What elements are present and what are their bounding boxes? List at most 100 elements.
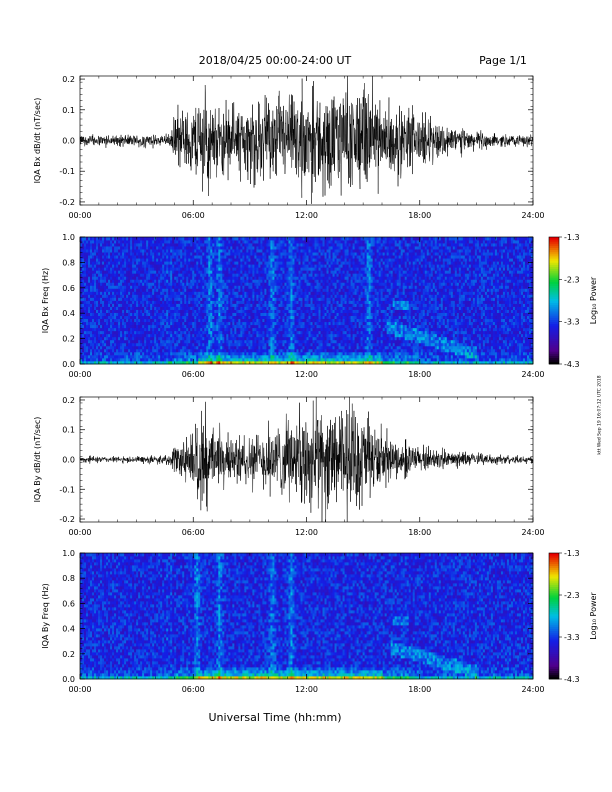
spectrogram-cell — [122, 285, 125, 289]
spectrogram-cell — [290, 321, 293, 326]
spectrogram-cell — [148, 252, 151, 256]
spectrogram-cell — [228, 288, 231, 292]
spectrogram-cell — [148, 300, 151, 304]
spectrogram-cell — [148, 273, 151, 277]
spectrogram-cell — [116, 291, 119, 295]
spectrogram-cell — [90, 357, 93, 362]
spectrogram-cell — [122, 336, 125, 341]
spectrogram-cell — [236, 243, 239, 247]
spectrogram-cell — [100, 261, 103, 265]
spectrogram-cell — [266, 282, 269, 286]
spectrogram-cell — [116, 342, 119, 347]
spectrogram-cell — [80, 327, 83, 332]
spectrogram-cell — [240, 267, 243, 271]
spectrogram-cell — [84, 339, 87, 344]
spectrogram-cell — [130, 240, 133, 244]
spectrogram-cell — [282, 345, 285, 350]
spectrogram-cell — [248, 351, 251, 356]
spectrogram-cell — [176, 252, 179, 256]
spectrogram-cell — [92, 324, 95, 329]
spectrogram-cell — [248, 237, 251, 241]
spectrogram-cell — [224, 276, 227, 280]
spectrogram-cell — [214, 291, 217, 295]
spectrogram-cell — [292, 330, 295, 335]
spectrogram-cell — [276, 249, 279, 253]
spectrogram-cell — [222, 345, 225, 350]
spectrogram-cell — [92, 264, 95, 268]
spectrogram-cell — [190, 258, 193, 262]
spectrogram-cell — [278, 240, 281, 244]
spectrogram-cell — [250, 312, 253, 317]
spectrogram-cell — [282, 267, 285, 271]
spectrogram-cell — [238, 354, 241, 359]
spectrogram-cell — [136, 333, 139, 338]
spectrogram-cell — [256, 315, 259, 320]
spectrogram-cell — [92, 342, 95, 347]
spectrogram-cell — [168, 246, 171, 250]
spectrogram-cell — [252, 291, 255, 295]
spectrogram-cell — [238, 282, 241, 286]
spectrogram-cell — [274, 348, 277, 353]
spectrogram-cell — [166, 339, 169, 344]
spectrogram-cell — [114, 249, 117, 253]
spectrogram-cell — [292, 327, 295, 332]
spectrogram-cell — [274, 312, 277, 317]
spectrogram-cell — [270, 285, 273, 289]
spectrogram-cell — [174, 270, 177, 274]
spectrogram-cell — [214, 354, 217, 359]
spectrogram-cell — [92, 345, 95, 350]
spectrogram-cell — [116, 297, 119, 301]
spectrogram-cell — [256, 342, 259, 347]
spectrogram-cell — [260, 339, 263, 344]
spectrogram-cell — [196, 354, 199, 359]
spectrogram-cell — [284, 255, 287, 259]
spectrogram-cell — [252, 315, 255, 320]
spectrogram-cell — [114, 321, 117, 326]
spectrogram-cell — [260, 240, 263, 244]
spectrogram-cell — [92, 351, 95, 356]
spectrogram-cell — [206, 291, 209, 295]
spectrogram-cell — [254, 339, 257, 344]
spectrogram-cell — [142, 243, 145, 247]
spectrogram-cell — [220, 285, 223, 289]
spectrogram-cell — [218, 342, 221, 347]
spectrogram-cell — [276, 297, 279, 301]
spectrogram-cell — [92, 354, 95, 359]
spectrogram-cell — [270, 240, 273, 244]
spectrogram-cell — [142, 246, 145, 250]
spectrogram-cell — [258, 348, 261, 353]
spectrogram-cell — [178, 324, 181, 329]
spectrogram-cell — [218, 249, 221, 253]
spectrogram-cell — [204, 246, 207, 250]
spectrogram-cell — [156, 294, 159, 298]
spectrogram-cell — [144, 249, 147, 253]
spectrogram-cell — [90, 279, 93, 283]
spectrogram-cell — [212, 291, 215, 295]
spectrogram-cell — [96, 321, 99, 326]
spectrogram-cell — [154, 291, 157, 295]
spectrogram-cell — [148, 333, 151, 338]
spectrogram-cell — [258, 300, 261, 304]
spectrogram-cell — [242, 333, 245, 338]
spectrogram-cell — [228, 297, 231, 301]
spectrogram-cell — [134, 348, 137, 353]
spectrogram-cell — [196, 312, 199, 317]
spectrogram-cell — [246, 339, 249, 344]
spectrogram-cell — [194, 306, 197, 310]
spectrogram-cell — [150, 258, 153, 262]
spectrogram-cell — [268, 354, 271, 359]
spectrogram-cell — [220, 339, 223, 344]
spectrogram-cell — [168, 273, 171, 277]
spectrogram-cell — [278, 318, 281, 323]
spectrogram-cell — [122, 270, 125, 274]
spectrogram-cell — [100, 342, 103, 347]
spectrogram-cell — [228, 336, 231, 341]
spectrogram-cell — [164, 324, 167, 329]
spectrogram-cell — [242, 258, 245, 262]
spectrogram-cell — [230, 300, 233, 304]
spectrogram-cell — [154, 309, 157, 313]
spectrogram-cell — [206, 336, 209, 341]
spectrogram-cell — [154, 282, 157, 286]
spectrogram-cell — [108, 339, 111, 344]
spectrogram-cell — [270, 246, 273, 250]
